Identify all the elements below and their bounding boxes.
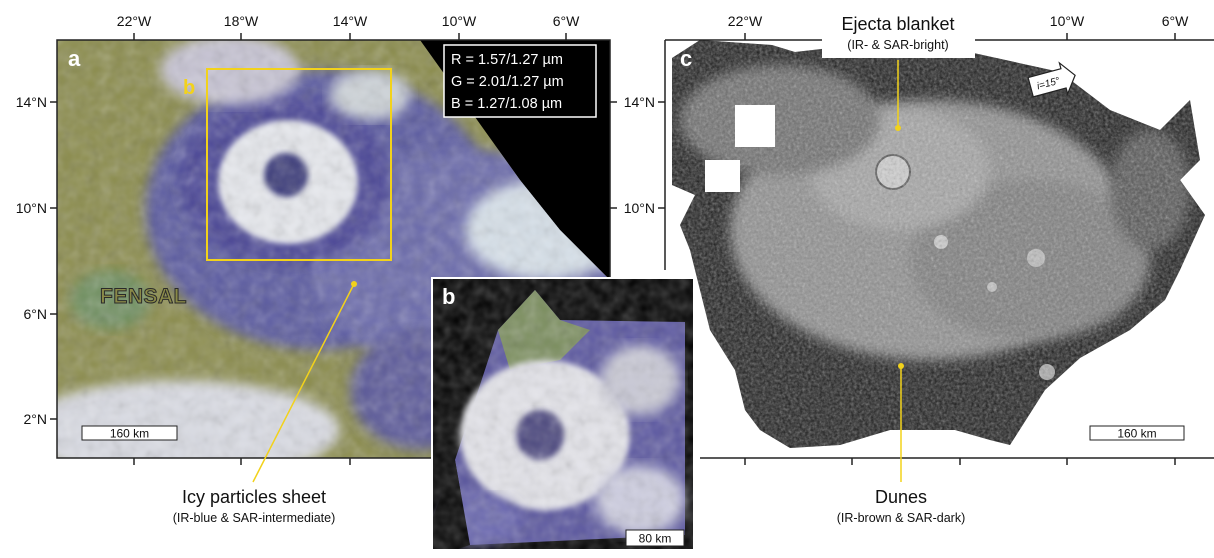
panel-c-frame [664, 39, 1214, 459]
ejecta-subtitle: (IR- & SAR-bright) [847, 38, 948, 52]
dunes-callout-dot [898, 363, 904, 369]
panel-c-lat-label: 14°N [624, 94, 655, 110]
fensal-label: FENSAL [100, 285, 187, 308]
panel-a: 22°W 18°W 14°W 10°W 6°W 14°N 10°N 6°N 2°… [16, 13, 617, 483]
panel-a-lat-ticks [50, 101, 617, 420]
panel-a-lon-label: 14°W [333, 13, 368, 29]
panel-c-scale-bar [1089, 425, 1185, 441]
ejecta-callout-dot [895, 125, 901, 131]
panel-c-lon-label: 22°W [728, 13, 763, 29]
panel-c-lat-label: 10°N [624, 200, 655, 216]
panel-a-scale-label: 160 km [110, 427, 149, 441]
panel-a-letter: a [68, 46, 81, 71]
icy-subtitle: (IR-blue & SAR-intermediate) [173, 511, 336, 525]
panel-a-lon-ticks-bottom [133, 458, 351, 465]
dunes-title: Dunes [875, 487, 927, 507]
rgb-legend-b: B = 1.27/1.08 µm [451, 96, 562, 112]
panel-a-frame [56, 39, 611, 459]
annotation-ejecta: Ejecta blanket (IR- & SAR-bright) [822, 10, 975, 58]
panel-a-lat-label: 6°N [24, 306, 48, 322]
panel-b-ir-mosaic [432, 278, 694, 550]
panel-a-lon-ticks-top [133, 33, 567, 40]
panel-a-scale-bar [81, 425, 178, 441]
rgb-legend-r: R = 1.57/1.27 µm [451, 52, 563, 68]
panel-c-letter: c [680, 46, 692, 71]
inset-b-outline [206, 68, 392, 261]
panel-a-lat-label: 10°N [16, 200, 47, 216]
rgb-legend: R = 1.57/1.27 µm G = 2.01/1.27 µm B = 1.… [443, 44, 597, 118]
panel-c-scale-label: 160 km [1117, 427, 1156, 441]
panel-c-data-gap [705, 160, 740, 192]
panel-a-lon-label: 22°W [117, 13, 152, 29]
ejecta-title: Ejecta blanket [841, 14, 954, 34]
annotation-dunes: Dunes (IR-brown & SAR-dark) [837, 487, 966, 525]
panel-c: 22°W 10°W 6°W 14°N 10°N c i=15° 160 km [624, 13, 1214, 482]
panel-a-lon-label: 6°W [553, 13, 580, 29]
rgb-legend-g: G = 2.01/1.27 µm [451, 74, 564, 90]
panel-c-data-gap [735, 105, 775, 147]
panel-b-frame [431, 277, 695, 551]
inset-b-label: b [183, 77, 195, 99]
panel-a-lon-label: 18°W [224, 13, 259, 29]
panel-b-scale-label: 80 km [639, 532, 672, 546]
panel-c-lon-label: 10°W [1050, 13, 1085, 29]
panel-c-lon-ticks [658, 33, 1176, 465]
icy-callout-dot [351, 281, 357, 287]
panel-a-lon-label: 10°W [442, 13, 477, 29]
icy-title: Icy particles sheet [182, 487, 326, 507]
panel-b: b 80 km [431, 277, 695, 551]
dunes-subtitle: (IR-brown & SAR-dark) [837, 511, 966, 525]
panel-a-lat-label: 14°N [16, 94, 47, 110]
panel-b-letter: b [442, 284, 455, 309]
icy-callout-line [252, 283, 355, 483]
panel-c-lon-label: 6°W [1162, 13, 1189, 29]
incidence-arrow-icon: i=15° [1027, 61, 1076, 98]
panel-a-lat-label: 2°N [24, 411, 48, 427]
panel-b-scale-bar [625, 529, 685, 547]
annotation-icy: Icy particles sheet (IR-blue & SAR-inter… [173, 487, 336, 525]
